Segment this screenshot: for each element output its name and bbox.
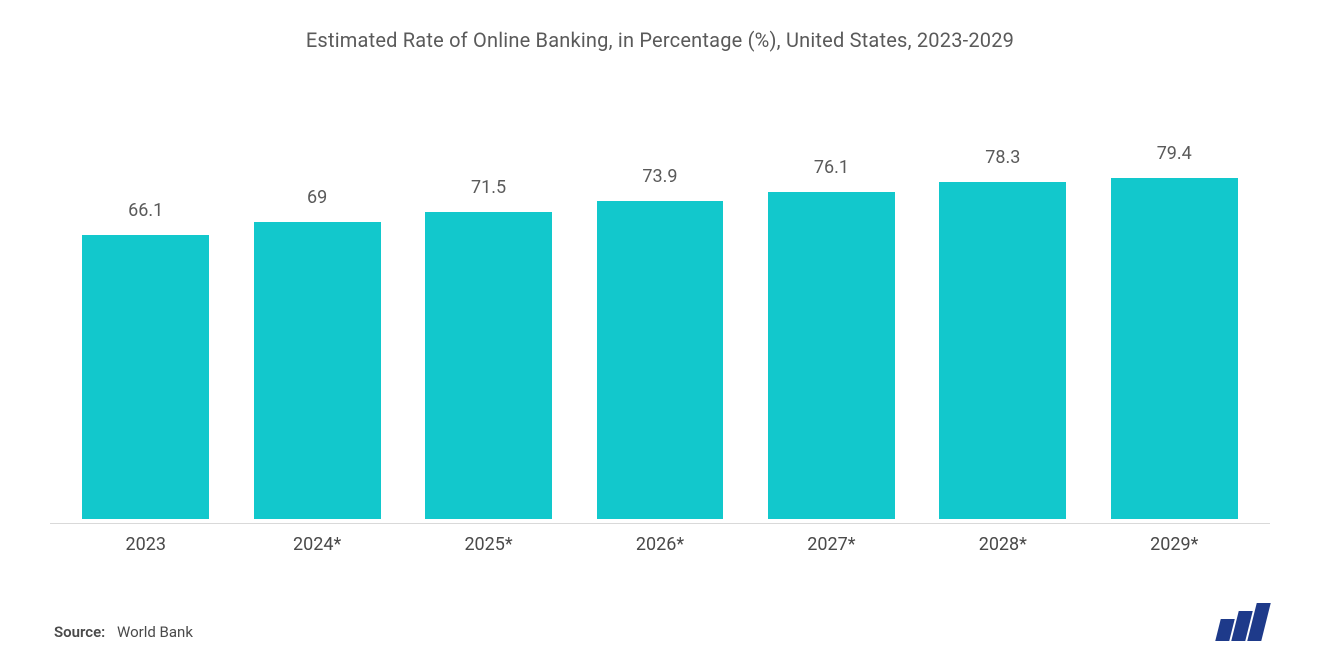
bar-value-label: 76.1 <box>814 157 849 178</box>
logo-bar-3 <box>1247 603 1270 641</box>
x-tick-label: 2024* <box>231 534 402 555</box>
chart-container: Estimated Rate of Online Banking, in Per… <box>0 0 1320 665</box>
bar <box>1111 178 1238 519</box>
x-tick-label: 2025* <box>403 534 574 555</box>
chart-title: Estimated Rate of Online Banking, in Per… <box>50 28 1270 52</box>
bar <box>768 192 895 519</box>
bar-group: 76.1 <box>746 112 917 519</box>
x-tick-label: 2026* <box>574 534 745 555</box>
bar-group: 73.9 <box>574 112 745 519</box>
bar <box>254 222 381 519</box>
bar-value-label: 79.4 <box>1157 143 1192 164</box>
bar-value-label: 66.1 <box>128 200 163 221</box>
source-label: Source: <box>54 623 105 641</box>
bar <box>939 182 1066 519</box>
x-axis: 20232024*2025*2026*2027*2028*2029* <box>50 524 1270 555</box>
bar <box>425 212 552 519</box>
x-tick-label: 2028* <box>917 534 1088 555</box>
bar <box>597 201 724 519</box>
x-tick-label: 2023 <box>60 534 231 555</box>
x-tick-label: 2029* <box>1089 534 1260 555</box>
bar-value-label: 78.3 <box>985 147 1020 168</box>
chart-footer: Source: World Bank <box>50 603 1270 645</box>
bar-value-label: 69 <box>307 187 327 208</box>
x-tick-label: 2027* <box>746 534 917 555</box>
bar-group: 78.3 <box>917 112 1088 519</box>
bar-group: 69 <box>231 112 402 519</box>
bar-value-label: 73.9 <box>642 166 677 187</box>
bar-plot-area: 66.1 69 71.5 73.9 76.1 78.3 79.4 <box>50 112 1270 524</box>
source-name: World Bank <box>117 623 193 641</box>
bar-group: 66.1 <box>60 112 231 519</box>
bar-group: 71.5 <box>403 112 574 519</box>
bar <box>82 235 209 519</box>
brand-logo-icon <box>1218 603 1266 641</box>
bar-value-label: 71.5 <box>471 177 506 198</box>
bar-group: 79.4 <box>1089 112 1260 519</box>
source-citation: Source: World Bank <box>54 623 193 641</box>
